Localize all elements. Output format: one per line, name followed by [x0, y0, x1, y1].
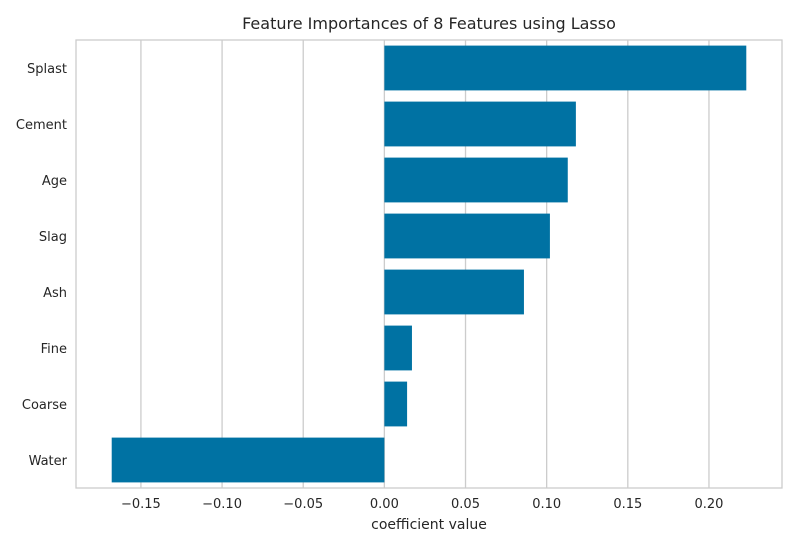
x-tick-label: 0.05: [451, 497, 480, 512]
bar-fine: [384, 325, 412, 371]
x-tick-label: −0.10: [202, 497, 242, 512]
bar-water: [111, 437, 385, 483]
x-tick-label: 0.20: [694, 497, 723, 512]
y-tick-label-splast: Splast: [27, 62, 67, 77]
y-tick-label-fine: Fine: [41, 342, 67, 357]
y-tick-labels: Splast Cement Age Slag Ash Fine Coarse Water: [16, 62, 68, 469]
bar-age: [384, 157, 568, 203]
chart-title: Feature Importances of 8 Features using …: [242, 14, 616, 33]
x-tick-label: −0.05: [283, 497, 323, 512]
bar-slag: [384, 213, 550, 259]
x-tick-label: 0.00: [370, 497, 399, 512]
bar-cement: [384, 101, 576, 147]
y-tick-label-coarse: Coarse: [22, 398, 67, 413]
x-tick-label: 0.15: [613, 497, 642, 512]
bars: [111, 45, 747, 483]
bar-ash: [384, 269, 524, 315]
plot-frame: [75, 39, 783, 489]
y-tick-label-slag: Slag: [39, 230, 67, 245]
y-tick-label-cement: Cement: [16, 118, 67, 133]
x-tick-label: −0.15: [121, 497, 161, 512]
y-tick-label-ash: Ash: [43, 286, 67, 301]
x-tick-label: 0.10: [532, 497, 561, 512]
bar-coarse: [384, 381, 408, 427]
y-tick-label-water: Water: [29, 454, 68, 469]
x-axis-label: coefficient value: [371, 517, 487, 533]
bar-splast: [384, 45, 747, 91]
x-tick-labels: −0.15 −0.10 −0.05 0.00 0.05 0.10 0.15 0.20: [121, 497, 723, 512]
y-tick-label-age: Age: [42, 174, 67, 189]
